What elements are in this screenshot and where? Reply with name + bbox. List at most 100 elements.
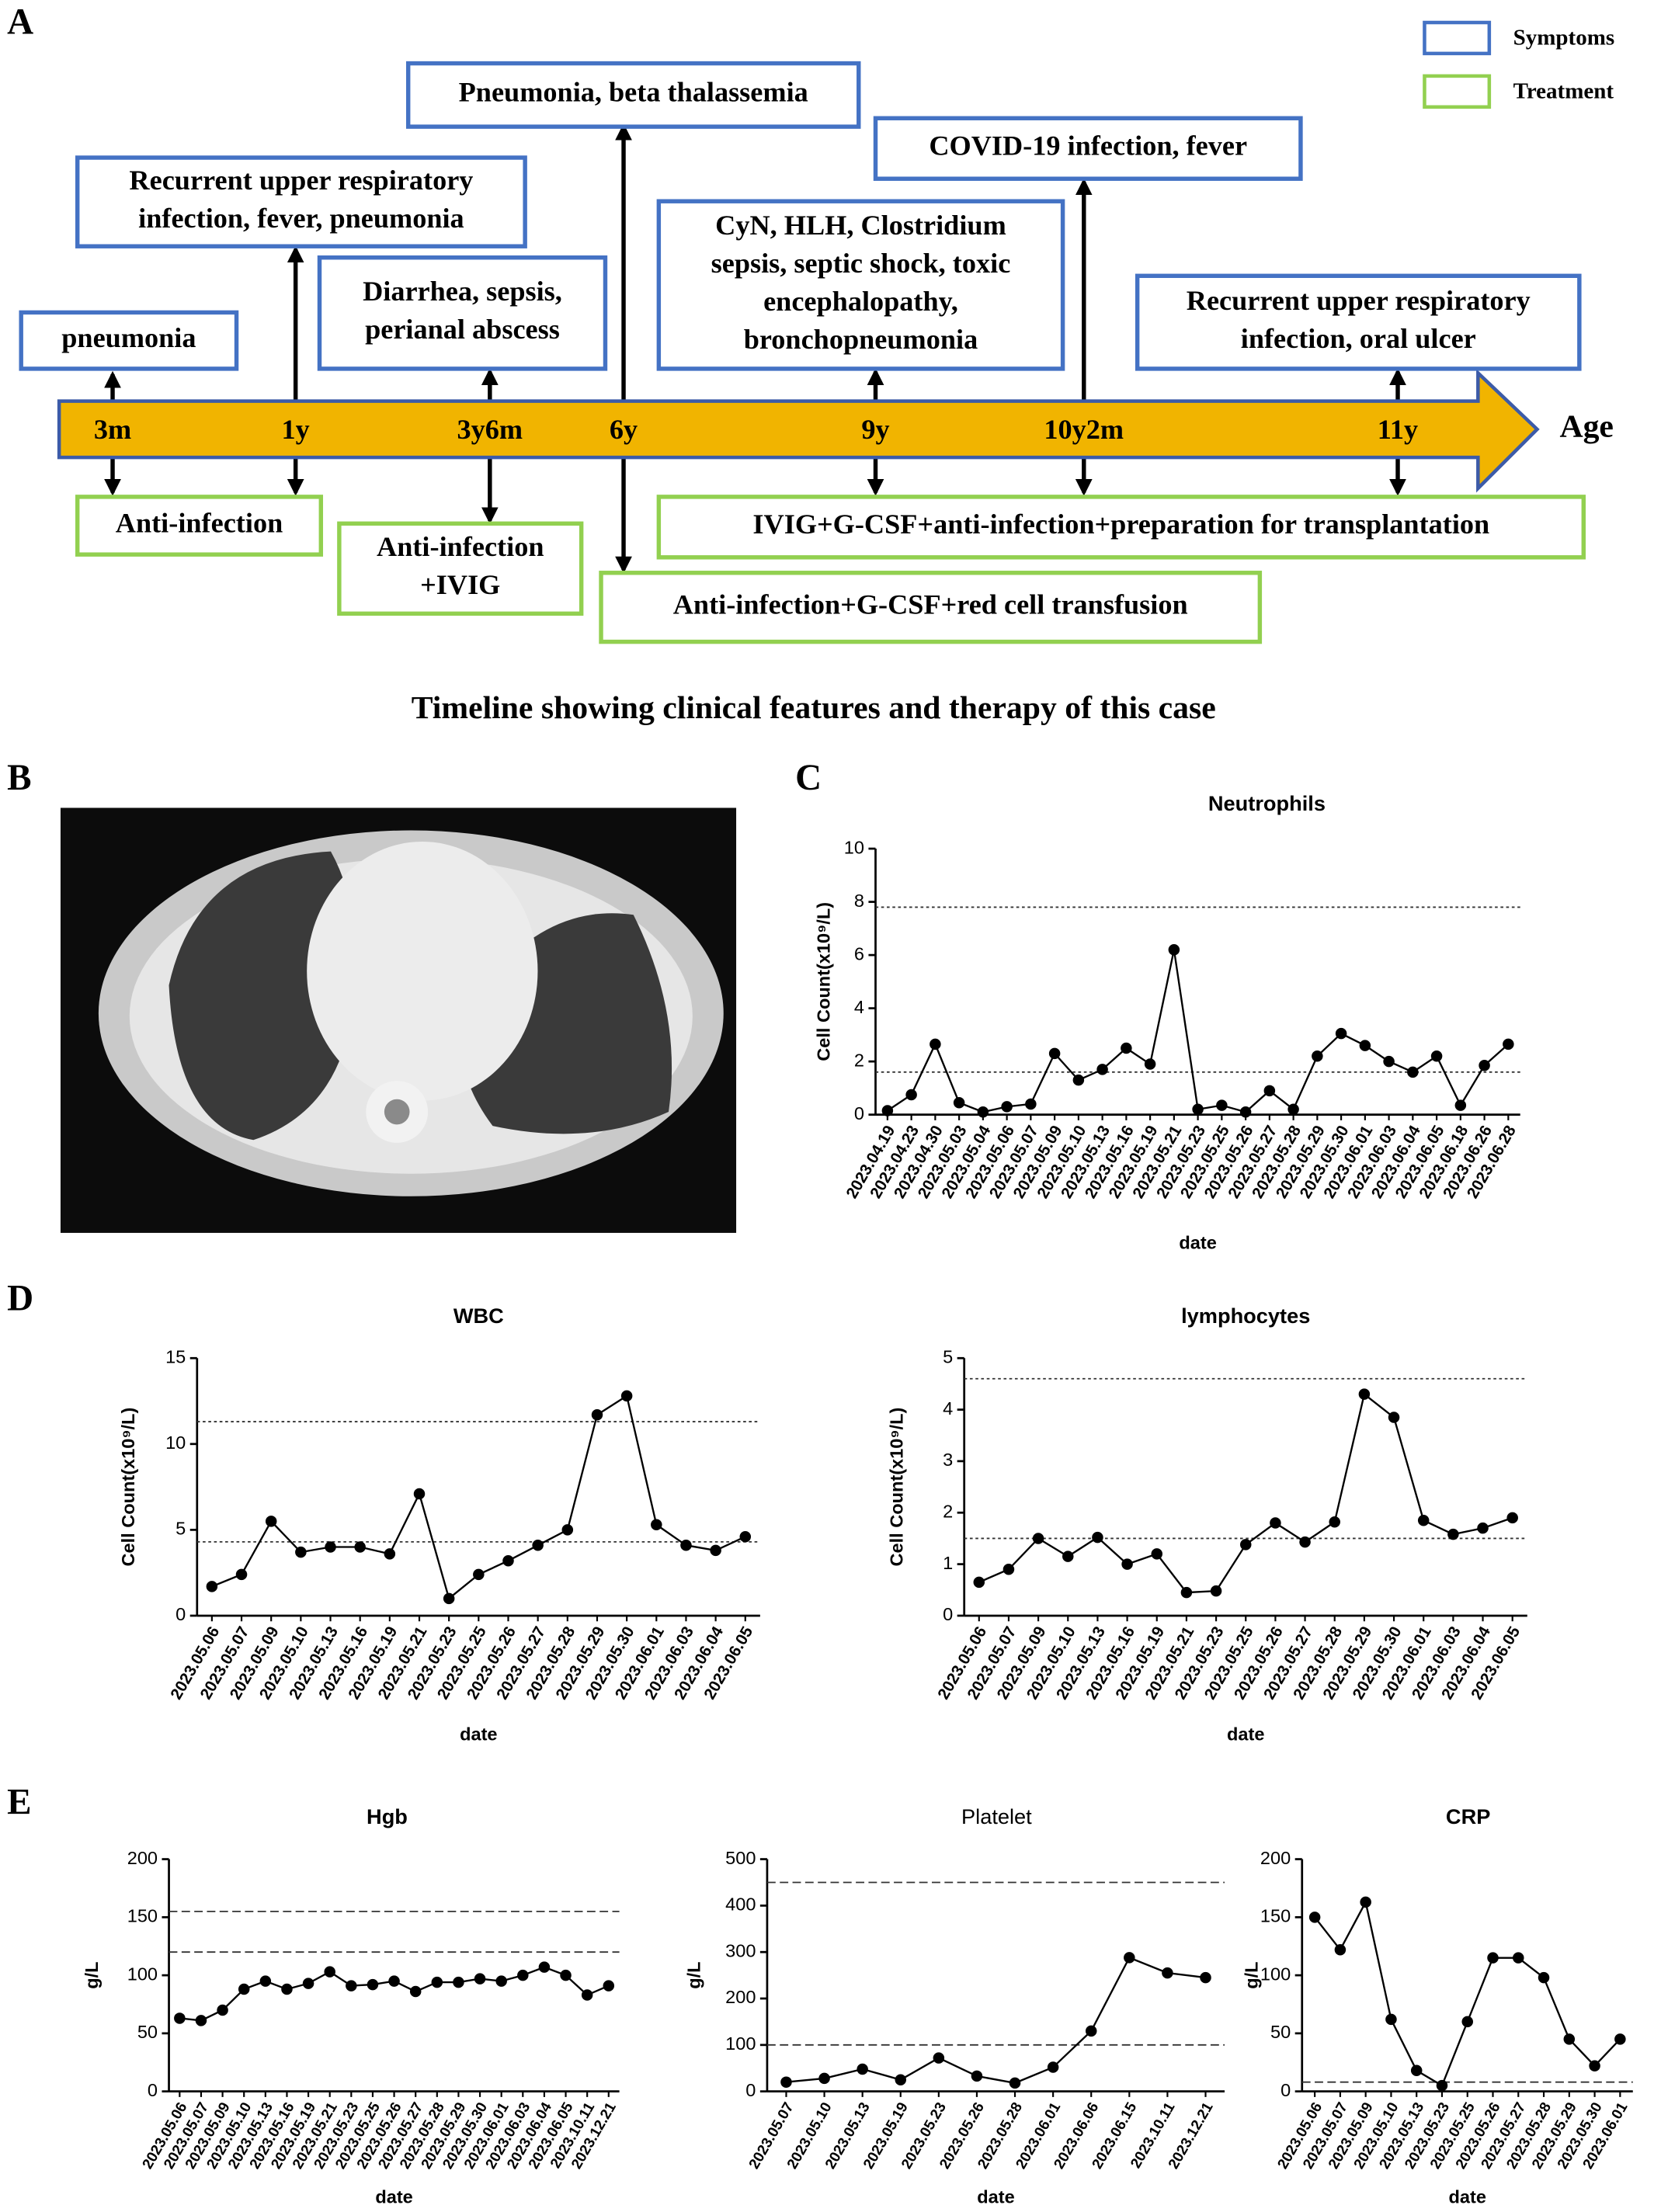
symptom-box-text: encephalopathy, [763, 286, 958, 317]
data-point [1417, 1514, 1430, 1526]
data-point [1503, 1038, 1514, 1050]
data-point [532, 1540, 544, 1551]
data-line [786, 1956, 1206, 2085]
data-point [1121, 1042, 1132, 1054]
y-tick-label: 2 [854, 1050, 864, 1070]
treatment-box-text: Anti-infection [377, 531, 544, 562]
data-point [818, 2072, 830, 2085]
symptom-box-text: bronchopneumonia [744, 324, 978, 355]
data-point [1299, 1536, 1311, 1548]
y-axis-label: Cell Count(x10⁹/L) [813, 902, 833, 1061]
y-tick-label: 200 [127, 1848, 158, 1868]
data-point [620, 1390, 633, 1402]
data-point [1192, 1103, 1204, 1116]
data-point [238, 1983, 250, 1995]
data-point [1335, 1027, 1347, 1040]
data-point [265, 1516, 277, 1527]
treatment-box [75, 495, 324, 557]
panel-letter: B [7, 758, 31, 798]
data-point [1085, 2025, 1097, 2037]
x-axis-label: date [1227, 1724, 1264, 1744]
symptom-box-text: Diarrhea, sepsis, [363, 276, 562, 307]
age-label: 1y [282, 414, 310, 445]
treatment-box-text: Anti-infection+G-CSF+red cell transfusio… [673, 589, 1188, 620]
y-tick-label: 100 [127, 1964, 158, 1984]
data-point [502, 1554, 514, 1567]
symptom-box-text: perianal abscess [365, 314, 560, 345]
data-point [1454, 1099, 1467, 1111]
data-point [302, 1978, 314, 1989]
data-point [680, 1540, 692, 1551]
symptom-box [75, 155, 527, 248]
data-point [1124, 1952, 1135, 1964]
data-line [887, 949, 1510, 1113]
data-point [384, 1548, 396, 1560]
data-point [1216, 1099, 1228, 1111]
data-point [1410, 2064, 1423, 2076]
y-tick-label: 3 [943, 1450, 953, 1470]
chart-title: CRP [1446, 1804, 1490, 1828]
data-point [1009, 2077, 1021, 2089]
x-axis-label: date [1179, 1233, 1216, 1253]
data-point [1487, 1952, 1499, 1964]
y-tick-label: 0 [175, 1604, 186, 1624]
data-point [453, 1976, 464, 1988]
treatment-box [599, 571, 1263, 644]
data-point [971, 2070, 983, 2082]
y-tick-label: 100 [725, 2033, 756, 2054]
data-point [1001, 1101, 1013, 1113]
data-point [1388, 1412, 1400, 1423]
symptom-box-text: Pneumonia, beta thalassemia [459, 77, 808, 108]
data-point [1407, 1066, 1419, 1078]
data-point [1287, 1103, 1299, 1116]
symptom-box-text: Recurrent upper respiratory [1187, 285, 1531, 316]
treatment-box-text: +IVIG [420, 569, 500, 600]
ct-image [60, 807, 737, 1233]
y-axis-label: g/L [1242, 1961, 1262, 1988]
data-point [561, 1524, 574, 1536]
y-axis-label: Cell Count(x10⁹/L) [118, 1408, 138, 1567]
age-axis-arrow [57, 369, 1540, 493]
y-tick-label: 200 [1260, 1848, 1291, 1868]
chart-title: Hgb [367, 1804, 408, 1828]
data-point [1239, 1106, 1252, 1118]
treatment-box [337, 521, 584, 616]
treatment-box [656, 495, 1586, 560]
y-tick-label: 15 [165, 1346, 186, 1366]
symptom-box [405, 61, 861, 129]
data-point [1239, 1539, 1252, 1550]
data-point [409, 1985, 422, 1998]
y-tick-label: 50 [137, 2022, 158, 2042]
data-point [1461, 2016, 1473, 2028]
data-point [431, 1976, 443, 1988]
data-point [1151, 1548, 1163, 1560]
data-point [538, 1961, 551, 1973]
age-label: 9y [861, 414, 889, 445]
data-point [1359, 1040, 1371, 1051]
data-point [495, 1975, 507, 1987]
panel-letter: E [7, 1782, 31, 1822]
data-point [1513, 1952, 1524, 1964]
legend-swatch [1423, 74, 1492, 109]
chart-title: WBC [453, 1304, 504, 1328]
data-point [1092, 1531, 1103, 1544]
data-line [211, 1394, 746, 1600]
age-label: 11y [1378, 414, 1418, 445]
data-point [1447, 1528, 1459, 1540]
data-point [174, 2012, 186, 2024]
data-point [367, 1978, 379, 1991]
panel-letter: A [7, 2, 33, 42]
data-point [1168, 943, 1180, 956]
y-tick-label: 400 [725, 1894, 756, 1915]
data-point [474, 1973, 486, 1985]
y-tick-label: 150 [127, 1906, 158, 1926]
data-point [1436, 2079, 1448, 2092]
data-point [1270, 1517, 1281, 1529]
x-axis-label: date [460, 1724, 497, 1744]
data-point [560, 1969, 572, 1981]
y-tick-label: 4 [943, 1398, 953, 1419]
data-point [1047, 2061, 1059, 2073]
data-point [1312, 1050, 1323, 1062]
data-point [591, 1408, 603, 1421]
